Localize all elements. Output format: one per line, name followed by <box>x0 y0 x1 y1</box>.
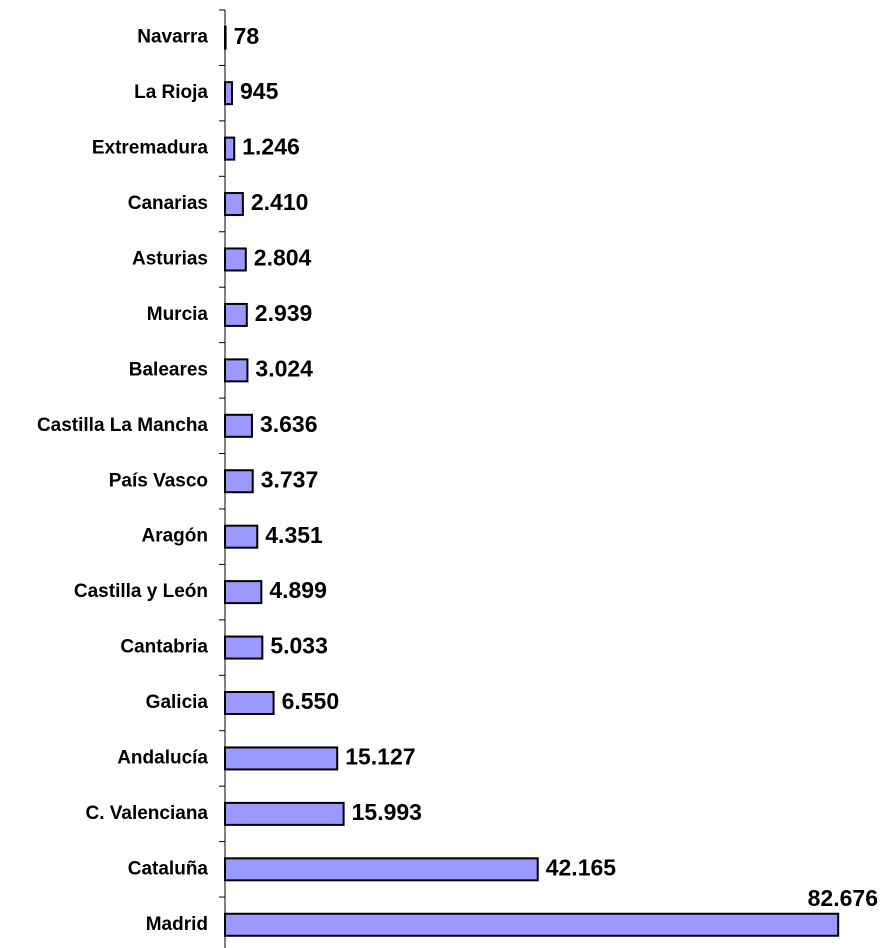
y-tick-label: País Vasco <box>109 470 208 491</box>
bar <box>224 136 236 161</box>
value-label: 2.410 <box>251 189 309 215</box>
value-label: 2.804 <box>254 245 312 271</box>
value-label: 3.024 <box>255 355 313 381</box>
y-tick-label: Galicia <box>146 692 209 713</box>
value-label: 2.939 <box>255 300 313 326</box>
y-tick-label: La Rioja <box>134 82 208 103</box>
bar <box>224 247 247 272</box>
y-tick-label: Extremadura <box>92 138 209 159</box>
y-tick-label: Navarra <box>137 27 208 48</box>
y-tick-label: Castilla y León <box>74 581 208 602</box>
value-label: 78 <box>234 23 260 49</box>
y-tick-label: Madrid <box>146 914 208 935</box>
y-tick-label: Baleares <box>129 359 208 380</box>
value-label: 3.737 <box>261 466 319 492</box>
value-label: 15.127 <box>345 744 415 770</box>
value-label: 82.676 <box>808 885 878 911</box>
value-label: 5.033 <box>270 633 328 659</box>
y-tick-label: Canarias <box>128 193 208 214</box>
y-tick-label: Cataluña <box>128 858 209 879</box>
value-label: 1.246 <box>242 134 300 160</box>
bar <box>224 524 259 549</box>
bar <box>224 635 264 660</box>
bar <box>224 912 840 937</box>
y-tick-label: Cantabria <box>120 637 208 658</box>
value-label: 945 <box>240 78 279 104</box>
bar <box>224 691 275 715</box>
value-label: 6.550 <box>282 688 340 714</box>
y-tick-label: Aragón <box>142 526 209 547</box>
y-tick-label: Castilla La Mancha <box>37 415 208 436</box>
value-label: 3.636 <box>260 411 318 437</box>
y-tick-label: Murcia <box>147 304 209 325</box>
y-tick-label: C. Valenciana <box>85 803 208 824</box>
bar <box>224 580 263 605</box>
bar <box>224 81 234 106</box>
value-label: 15.993 <box>352 799 422 825</box>
bar <box>224 801 345 826</box>
bar <box>224 192 244 217</box>
value-label: 4.899 <box>269 577 327 603</box>
y-tick-label: Andalucía <box>117 747 208 768</box>
y-tick-label: Asturias <box>132 248 208 269</box>
bar <box>224 302 248 327</box>
value-label: 42.165 <box>546 854 617 880</box>
bar <box>224 358 249 383</box>
value-label: 4.351 <box>265 522 323 548</box>
bar <box>224 25 227 50</box>
bar <box>224 857 539 882</box>
bar <box>224 413 253 438</box>
bar <box>224 746 339 771</box>
bar <box>224 469 254 494</box>
